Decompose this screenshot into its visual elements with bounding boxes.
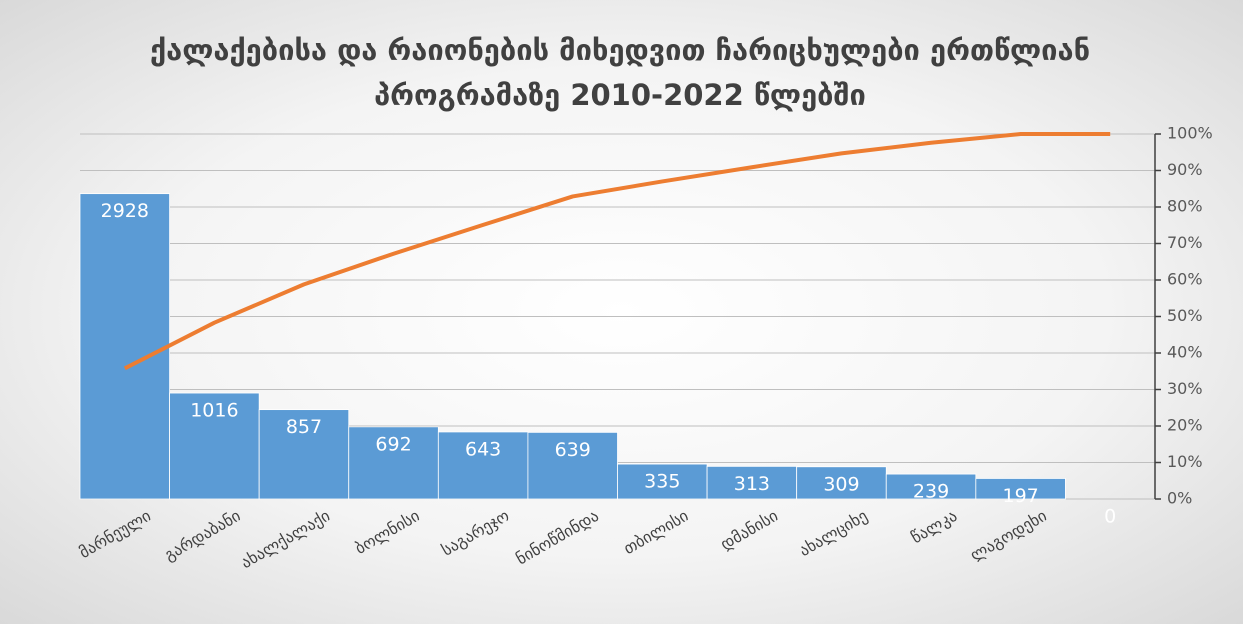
data-label: 0: [1104, 506, 1116, 528]
bar: [975, 478, 1066, 500]
chart-title: პროგრამაზე 2010-2022 წლებში: [374, 78, 866, 112]
bar: [79, 193, 170, 500]
bar: [796, 466, 887, 500]
data-label: 1016: [190, 400, 238, 422]
y2-tick-label: 30%: [1167, 379, 1203, 398]
data-label: 335: [644, 471, 680, 493]
bar: [706, 465, 798, 500]
x-tick-label: ახალქალაქი: [237, 506, 333, 572]
x-tick-label: გარდაბანი: [161, 506, 244, 565]
y2-tick-label: 10%: [1167, 452, 1203, 471]
x-tick-label: თბილისი: [620, 506, 691, 558]
y2-tick-label: 20%: [1167, 416, 1203, 435]
data-label: 692: [375, 433, 411, 455]
data-label: 313: [734, 473, 770, 495]
bar: [885, 473, 977, 500]
y2-tick-label: 90%: [1167, 160, 1203, 179]
x-tick-label: ნინოწმინდა: [513, 506, 602, 568]
y2-tick-label: 0%: [1167, 489, 1192, 508]
data-label: 2928: [101, 200, 149, 222]
y2-tick-label: 100%: [1167, 124, 1213, 143]
y2-tick-label: 60%: [1167, 270, 1203, 289]
data-label: 639: [555, 439, 591, 461]
x-tick-label: წალკა: [908, 506, 961, 547]
x-tick-label: დმანისი: [717, 506, 781, 554]
y2-tick-label: 70%: [1167, 233, 1203, 252]
data-label: 239: [913, 481, 949, 503]
x-tick-label: საგარეჯო: [438, 506, 512, 560]
x-tick-label: ბოლნისი: [352, 506, 423, 558]
bar: [348, 426, 439, 500]
bar: [527, 431, 618, 500]
chart-title: ქალაქებისა და რაიონების მიხედვით ჩარიცხუ…: [150, 33, 1090, 67]
bar: [617, 463, 708, 500]
data-label: 857: [286, 416, 322, 438]
data-label: 197: [1002, 485, 1038, 507]
x-tick-label: ლაგოდეხი: [967, 506, 1050, 565]
y2-tick-label: 40%: [1167, 343, 1203, 362]
x-tick-label: ახალციხე: [796, 506, 871, 560]
data-label: 309: [823, 473, 859, 495]
y2-tick-label: 50%: [1167, 306, 1203, 325]
bar: [437, 431, 529, 500]
bar: [258, 409, 350, 500]
cumulative-line: [123, 132, 1111, 371]
data-label: 643: [465, 438, 501, 460]
bar: [169, 392, 260, 500]
x-tick-label: მარნეული: [76, 506, 154, 562]
y2-tick-label: 80%: [1167, 197, 1203, 216]
